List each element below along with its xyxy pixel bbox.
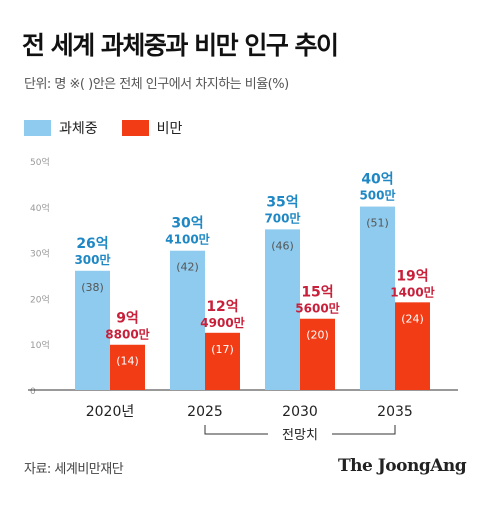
value-sublabel-overweight: 4100만: [165, 232, 209, 247]
x-tick-label: 2030: [282, 404, 318, 420]
y-tick-label: 40억: [30, 202, 50, 214]
value-label-obese: 12억: [206, 299, 238, 315]
page-title: 전 세계 과체중과 비만 인구 추이: [22, 31, 339, 60]
y-tick-label: 30억: [30, 248, 50, 260]
source-note: 자료: 세계비만재단: [24, 462, 124, 477]
unit-note: 단위: 명 ※( )안은 전체 인구에서 차지하는 비율(%): [24, 77, 289, 92]
value-label-overweight: 40억: [361, 172, 393, 188]
value-sublabel-overweight: 500만: [359, 188, 395, 203]
value-sublabel-obese: 4900만: [200, 315, 244, 330]
legend-item-overweight: 과체중: [24, 118, 98, 138]
value-sublabel-obese: 1400만: [390, 284, 434, 299]
value-sublabel-overweight: 300만: [74, 252, 110, 267]
x-tick-label: 2035: [377, 404, 413, 420]
legend: 과체중 비만: [24, 118, 206, 138]
value-label-overweight: 35억: [266, 194, 298, 210]
legend-swatch-obese: [121, 120, 149, 136]
value-sublabel-obese: 8800만: [105, 327, 149, 342]
brand-logo: The JoongAng: [338, 456, 467, 476]
bar-obese: [300, 318, 335, 390]
projection-label: 전망치: [282, 428, 318, 443]
value-label-overweight: 26억: [76, 236, 108, 252]
legend-item-obese: 비만: [121, 118, 183, 138]
x-tick-label: 2020년: [86, 404, 135, 420]
pct-label-obese: (24): [401, 312, 424, 325]
legend-label-overweight: 과체중: [59, 121, 98, 137]
bar-obese: [110, 344, 145, 390]
pct-label-overweight: (46): [271, 239, 294, 252]
value-label-obese: 19억: [396, 268, 428, 284]
value-label-obese: 9억: [116, 311, 139, 327]
bar-overweight: [75, 270, 110, 390]
pct-label-overweight: (51): [366, 217, 389, 230]
value-label-obese: 15억: [301, 285, 333, 301]
y-tick-label: 0: [30, 387, 36, 397]
bar-overweight: [360, 206, 395, 390]
pct-label-overweight: (42): [176, 261, 199, 274]
pct-label-obese: (17): [211, 343, 234, 356]
bar-obese: [395, 302, 430, 390]
pct-label-obese: (20): [306, 329, 329, 342]
legend-swatch-overweight: [24, 120, 51, 136]
value-sublabel-obese: 5600만: [295, 301, 339, 316]
y-tick-label: 20억: [30, 293, 50, 305]
value-sublabel-overweight: 700만: [264, 210, 300, 225]
pct-label-overweight: (38): [81, 281, 104, 294]
legend-label-obese: 비만: [156, 121, 183, 137]
bar-obese: [205, 332, 240, 390]
y-tick-label: 50억: [30, 156, 50, 168]
y-tick-label: 10억: [30, 339, 50, 351]
pct-label-obese: (14): [116, 355, 139, 368]
projection-label-bg: [268, 424, 332, 444]
bar-overweight: [265, 229, 300, 390]
x-tick-label: 2025: [187, 404, 223, 420]
value-label-overweight: 30억: [171, 216, 203, 232]
bar-overweight: [170, 250, 205, 390]
